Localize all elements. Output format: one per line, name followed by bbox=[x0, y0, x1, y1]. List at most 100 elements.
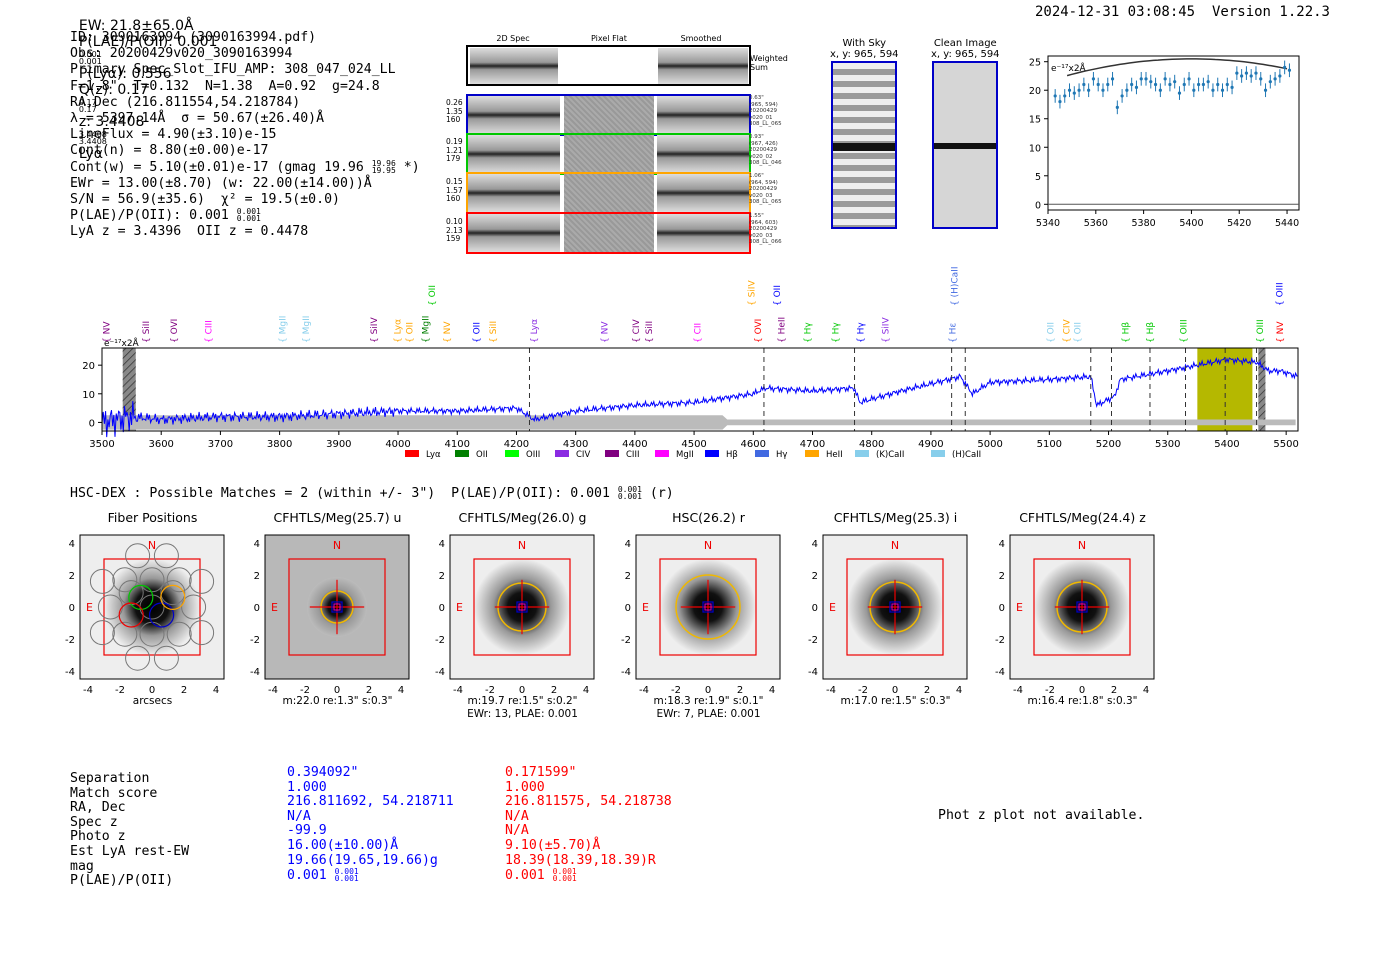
summary-sn: S/N = 56.9(±35.6) χ² = 19.5(±0.0) bbox=[70, 192, 340, 208]
catalog-value: 216.811575, 54.218738 bbox=[505, 794, 672, 810]
cutout-panel: CFHTLS/Meg(26.0) g N E -4 -4 -2 -2 0 0 2 2 4 4 m:19.7… bbox=[430, 510, 615, 720]
north-label: N bbox=[704, 539, 712, 552]
x-tick-label: 4 bbox=[398, 685, 404, 696]
catalog-label: Est LyA rest-EW bbox=[70, 843, 190, 859]
x-tick-label: -4 bbox=[1013, 685, 1023, 696]
y-tick-label: 2 bbox=[812, 571, 818, 582]
cutout-footer-secondary: EWr: 13, PLAE: 0.001 bbox=[467, 708, 578, 720]
zoom-spectrum-plot: 5340 5360 5380 5400 5420 5440 0 5 10 15 20 25 e⁻¹⁷x2… bbox=[1029, 55, 1300, 229]
catalog-value: -99.9 bbox=[287, 823, 327, 839]
x-tick-label: 5400 bbox=[1179, 218, 1203, 229]
x-tick-label: 2 bbox=[924, 685, 930, 696]
summary-contw: Cont(w) = 5.10(±0.01)e-17 (gmag 19.96 19… bbox=[70, 158, 420, 175]
spec-row-flat bbox=[564, 96, 654, 134]
cutout-frame bbox=[264, 534, 410, 680]
fiber-circle bbox=[89, 620, 115, 646]
line-label-text: { Hε bbox=[949, 323, 959, 343]
data-point bbox=[1091, 77, 1096, 81]
legend-swatch bbox=[805, 450, 819, 457]
line-label-text: { SiII bbox=[645, 321, 655, 343]
x-tick-label: -4 bbox=[826, 685, 836, 696]
header-z-range: 3.4408 3.4408 bbox=[78, 130, 107, 146]
x-tick-label: 0 bbox=[1079, 685, 1085, 696]
fiber-circle bbox=[181, 594, 207, 620]
emission-line-label-top: { OII bbox=[773, 285, 783, 306]
data-point bbox=[1235, 71, 1239, 75]
x-tick-label: 5440 bbox=[1275, 218, 1299, 229]
line-label-text: { CII bbox=[693, 323, 703, 343]
cutout-title: HSC(26.2) r bbox=[672, 510, 745, 525]
x-tick-label: 2 bbox=[551, 685, 557, 696]
line-label-text: { OII bbox=[428, 285, 438, 306]
line-label-text: { OIII bbox=[1256, 319, 1266, 343]
x-tick-label: -4 bbox=[639, 685, 649, 696]
fiber-circle bbox=[89, 568, 115, 594]
catalog-value: 1.000 bbox=[505, 779, 545, 795]
data-point bbox=[1173, 80, 1177, 84]
detection-summary: ID: 3090163994 (3090163994.pdf) Obs: 202… bbox=[70, 30, 420, 241]
spectra-image-grid: 2D Spec Pixel Flat Smoothed Weighted Sum… bbox=[446, 32, 796, 257]
x-tick-label: -2 bbox=[300, 685, 310, 696]
fiber-circle bbox=[189, 620, 215, 646]
legend-entry: CIV bbox=[555, 450, 590, 460]
north-label: N bbox=[1078, 539, 1086, 552]
emission-line-label: { SiII bbox=[142, 321, 152, 343]
y-tick-label: -4 bbox=[65, 667, 75, 678]
legend-label: Lyα bbox=[426, 450, 441, 460]
line-label-text: { SiII bbox=[489, 321, 499, 343]
line-label-text: { OII bbox=[1046, 322, 1056, 343]
data-point bbox=[1158, 88, 1162, 92]
x-tick-label: -2 bbox=[1045, 685, 1055, 696]
data-point bbox=[1263, 88, 1268, 92]
data-point bbox=[1077, 88, 1081, 92]
data-point bbox=[1130, 82, 1134, 87]
line-label-text: { Hγ bbox=[804, 322, 814, 343]
y-tick-label: -4 bbox=[621, 667, 631, 678]
x-tick-label: 4 bbox=[769, 685, 775, 696]
header-z: z: 3.4408 bbox=[78, 114, 145, 130]
catalog-value: 19.66(19.65,19.66)g bbox=[287, 852, 438, 868]
x-tick-label: -4 bbox=[453, 685, 463, 696]
emission-line-label: { Hβ bbox=[1146, 322, 1156, 343]
x-tick-label: 4400 bbox=[622, 439, 647, 450]
line-label-text: { OII bbox=[773, 285, 783, 306]
y-tick-label: 4 bbox=[69, 539, 75, 550]
search-box bbox=[473, 558, 571, 656]
data-point bbox=[1139, 77, 1143, 81]
legend-swatch bbox=[931, 450, 945, 457]
emission-line-label: { OIII bbox=[1256, 319, 1266, 343]
spec-row-frame bbox=[466, 94, 751, 136]
legend-swatch bbox=[755, 450, 769, 457]
y-tick-label: 2 bbox=[254, 571, 260, 582]
emission-line-label: { CII bbox=[693, 323, 703, 343]
catalog-value: 0.001 0.001 0.001 bbox=[287, 867, 359, 884]
north-label: N bbox=[518, 539, 526, 552]
fiber-circle bbox=[112, 567, 138, 593]
emission-line-label: { HeII bbox=[778, 317, 788, 343]
x-tick-label: 4 bbox=[1143, 685, 1149, 696]
y-tick-label: -4 bbox=[435, 667, 445, 678]
x-tick-label: -2 bbox=[858, 685, 868, 696]
line-label-text: { SiIV bbox=[882, 317, 892, 343]
legend-swatch bbox=[855, 450, 869, 457]
line-label-text: { MgII bbox=[422, 316, 432, 343]
x-tick-label: 4100 bbox=[445, 439, 470, 450]
line-label-text: { SiIV bbox=[747, 280, 757, 306]
data-point bbox=[1244, 71, 1249, 75]
data-point bbox=[1087, 88, 1091, 92]
cutout-frame bbox=[79, 534, 225, 680]
emission-line-label: { NV bbox=[600, 321, 610, 343]
fiber-circle bbox=[160, 580, 186, 606]
cutout-footer: m:17.0 re:1.5" s:0.3" bbox=[840, 695, 951, 707]
line-label-text: { Lyα bbox=[530, 319, 540, 343]
x-tick-label: 5200 bbox=[1096, 439, 1121, 450]
line-label-text: { OII bbox=[1074, 322, 1084, 343]
x-tick-label: 4500 bbox=[681, 439, 706, 450]
spec-row-smoothed bbox=[657, 174, 749, 212]
legend-label: (K)CaII bbox=[876, 450, 904, 460]
legend-entry: Hγ bbox=[755, 450, 787, 460]
data-point bbox=[1063, 94, 1067, 98]
legend-swatch bbox=[455, 450, 469, 457]
legend-label: MgII bbox=[676, 450, 694, 460]
line-label-text: { CIV bbox=[1062, 318, 1072, 343]
